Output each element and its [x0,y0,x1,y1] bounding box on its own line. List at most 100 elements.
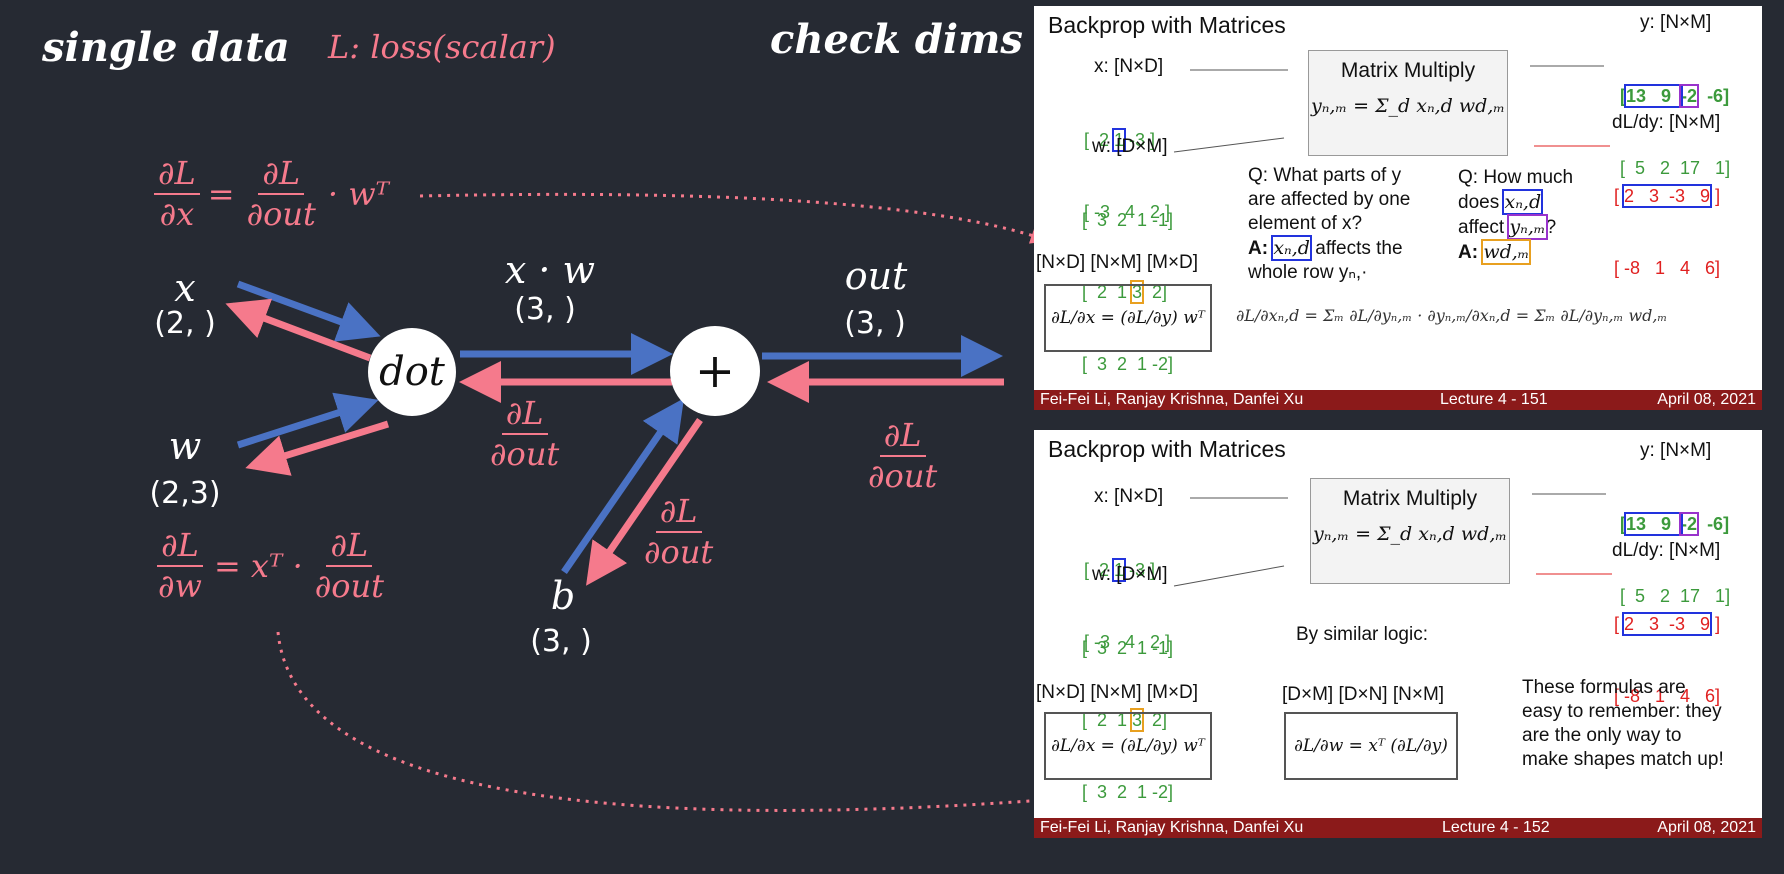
x-shape: (2, ) [154,306,216,341]
dx-tail: · wᵀ [327,175,390,214]
w-row-1: [ 3 2 1 -1] [1082,210,1174,230]
dw-boxed-equation: ∂L/∂w = xᵀ (∂L/∂y) [1284,712,1458,780]
question-2: Q: How much does xₙ,d affect yₙ,ₘ? A: wd… [1458,167,1574,265]
y-matrix: [13 9 -2 -6] [ 5 2 17 1] [1620,464,1730,656]
b-shape: (3, ) [530,624,592,659]
grad-num: ∂L [501,395,548,436]
x-row-2: [ -3 4 2 ] [1084,632,1171,652]
y-matrix-label: y: [N×M] [1640,12,1712,33]
grad-label-b: ∂L ∂out [640,493,717,572]
slide2-arrows [1173,493,1612,587]
slide1-arrows [1173,65,1610,153]
slide-title: Backprop with Matrices [1048,12,1286,38]
x-backward-arrow [225,298,372,362]
w-label: w [168,424,202,468]
dx-rhs-num: ∂L [258,155,305,196]
grad-label-xw: ∂L ∂out [486,395,563,474]
out-label: out [844,254,908,298]
dy-matrix: [ 2 3 -3 9 ] [ -8 1 4 6] [1614,564,1720,756]
plus-node: + [670,326,760,416]
x-label: x [174,266,196,310]
dy-row-2: [ -8 1 4 6] [1614,258,1721,278]
dw-rhs-num: ∂L [326,527,373,568]
w-matrix: [ 3 2 1 -1] [ 2 1 3 2] [ 3 2 1 -2] [1082,588,1173,838]
mm-formula: yₙ,ₘ = Σ_d xₙ,d wd,ₘ [1310,95,1506,117]
y-matrix-label: y: [N×M] [1640,440,1712,461]
mm-title: Matrix Multiply [1340,59,1476,82]
matrix-multiply-box: Matrix Multiply yₙ,ₘ = Σ_d xₙ,d wd,ₘ [1308,50,1508,156]
dx-boxed-equation: ∂L/∂x = (∂L/∂y) wᵀ [1044,284,1212,352]
w-row-3: [ 3 2 1 -2] [1082,782,1174,802]
slide-footer: Fei-Fei Li, Ranjay Krishna, Danfei Xu Le… [1034,818,1762,838]
grad-den: ∂out [644,533,714,572]
w-matrix-label: w: [D×M] [1092,564,1168,585]
x-row-1: [ 2 1 -3 ] [1084,128,1156,152]
w-matrix-label: w: [D×M] [1092,136,1168,157]
b-label: b [550,574,576,618]
dw-rhs-fraction: ∂L ∂out [311,527,388,604]
y-matrix: [13 9 -2 -6] [ 5 2 17 1] [1620,36,1730,228]
dy-matrix: [ 2 3 -3 9 ] [ -8 1 4 6] [1614,136,1720,328]
dotted-link-dx [419,192,1049,244]
dx-lhs-num: ∂L [154,155,200,196]
y-row-1: [13 9 -2 -6] [1620,512,1730,536]
chain-rule-equation: ∂L/∂xₙ,d = Σₘ ∂L/∂yₙ,ₘ · ∂yₙ,ₘ/∂xₙ,d = Σ… [1236,306,1668,325]
dx-boxed-equation: ∂L/∂x = (∂L/∂y) wᵀ [1044,712,1212,780]
xw-shape: (3, ) [514,292,576,327]
x-matrix-label: x: [N×D] [1094,56,1164,77]
shape-dims-1: [N×D] [N×M] [M×D] [1036,252,1199,273]
x-row-2: [ -3 4 2 ] [1084,202,1171,222]
shape-dims-1: [N×D] [N×M] [M×D] [1036,682,1199,703]
y-row-2: [ 5 2 17 1] [1620,586,1731,606]
w-shape: (2,3) [149,476,221,511]
out-shape: (3, ) [844,306,906,341]
w-matrix: [ 3 2 1 -1] [ 2 1 3 2] [ 3 2 1 -2] [1082,160,1173,410]
dy-row-1: [ 2 3 -3 9 ] [1614,612,1721,636]
slide-footer: Fei-Fei Li, Ranjay Krishna, Danfei Xu Le… [1034,390,1762,410]
dot-node: dot [368,328,456,416]
grad-den: ∂out [868,457,938,496]
dw-lhs-den: ∂w [158,567,202,606]
slide-lecture-152: Backprop with Matrices x: [N×D] [ 2 1 -3… [1034,430,1762,838]
dw-lhs-num: ∂L [157,527,203,568]
single-data-heading: single data [42,24,290,71]
equals-sign: = [207,175,235,214]
xw-label: x · w [504,248,596,292]
grad-den: ∂out [490,435,560,474]
dw-mid: = xᵀ · [213,547,303,586]
check-dims-heading: check dims [770,16,1023,63]
loss-note: L: loss(scalar) [328,28,556,66]
dx-equation: ∂L ∂x = ∂L ∂out · wᵀ [154,155,390,234]
dy-row-1: [ 2 3 -3 9 ] [1614,184,1721,208]
x-matrix: [ 2 1 -3 ] [ -3 4 2 ] [1084,510,1170,702]
grad-num: ∂L [879,417,926,458]
dx-lhs-den: ∂x [159,195,195,234]
dx-lhs-fraction: ∂L ∂x [154,155,200,234]
w-row-3: [ 3 2 1 -2] [1082,354,1174,374]
mm-formula: yₙ,ₘ = Σ_d xₙ,d wd,ₘ [1312,523,1508,545]
dy-matrix-label: dL/dy: [N×M] [1612,112,1721,133]
w-row-2: [ 2 1 3 2] [1082,280,1168,304]
b-forward-arrow [561,398,684,574]
matrix-multiply-box: Matrix Multiply yₙ,ₘ = Σ_d xₙ,d wd,ₘ [1310,478,1510,584]
dw-equation: ∂L ∂w = xᵀ · ∂L ∂out [154,527,388,606]
x-matrix-label: x: [N×D] [1094,486,1164,507]
w-row-2: [ 2 1 3 2] [1082,708,1168,732]
shape-dims-2: [D×M] [D×N] [N×M] [1282,684,1445,705]
slide-lecture-151: Backprop with Matrices x: [N×D] [ 2 1 -3… [1034,6,1762,410]
mm-title: Matrix Multiply [1342,487,1478,510]
w-row-1: [ 3 2 1 -1] [1082,638,1174,658]
similar-logic-text: By similar logic: [1296,624,1428,645]
w-backward-arrow [245,420,390,476]
shape-match-note: These formulas are easy to remember: the… [1522,677,1724,770]
dx-rhs-fraction: ∂L ∂out [243,155,320,232]
x-row-1: [ 2 1 -3 ] [1084,558,1156,582]
dw-lhs-fraction: ∂L ∂w [154,527,206,606]
grad-num: ∂L [655,493,702,534]
b-backward-arrow [586,418,703,586]
x-forward-arrow [236,280,381,342]
y-row-1: [13 9 -2 -6] [1620,84,1730,108]
grad-label-out: ∂L ∂out [864,417,941,496]
question-1: Q: What parts of y are affected by one e… [1248,165,1411,283]
dy-matrix-label: dL/dy: [N×M] [1612,540,1721,561]
